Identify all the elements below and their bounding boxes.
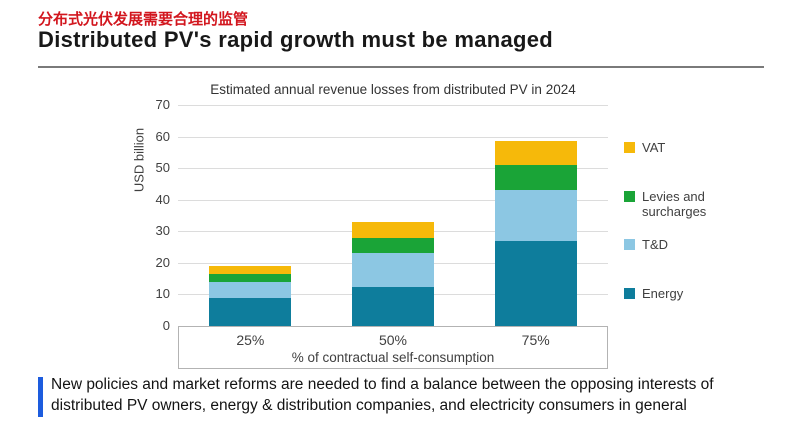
- footnote-text: New policies and market reforms are need…: [51, 376, 714, 414]
- legend-marker-icon: [624, 239, 635, 250]
- bar-segment-energy: [495, 240, 578, 326]
- y-tick-70: 70: [155, 97, 170, 112]
- y-tick-60: 60: [155, 128, 170, 144]
- legend-item-t-d: T&D: [624, 237, 668, 252]
- legend-marker-icon: [624, 288, 635, 299]
- title-divider: [38, 66, 764, 68]
- category-labels: 25% 50% 75%: [179, 327, 607, 348]
- category-label-25%: 25%: [236, 332, 265, 348]
- x-axis-title: % of contractual self-consumption: [291, 350, 495, 365]
- chart-title: Estimated annual revenue losses from dis…: [210, 82, 576, 97]
- bar-segment-levies-and-surcharges: [208, 273, 291, 282]
- bar-25%: [208, 266, 291, 326]
- legend-item-vat: VAT: [624, 140, 665, 155]
- bar-segment-vat: [352, 221, 434, 238]
- bar-segment-t-d: [352, 253, 434, 287]
- bar-75%: [495, 141, 578, 326]
- y-tick-20: 20: [155, 254, 170, 270]
- y-tick-40: 40: [155, 191, 170, 207]
- y-tick-0: 0: [162, 318, 170, 333]
- bar-segment-t-d: [495, 190, 578, 241]
- chinese-title: 分布式光伏发展需要合理的监管: [38, 11, 249, 28]
- bar-50%: [352, 221, 434, 326]
- legend-label: VAT: [642, 140, 666, 155]
- category-label-50%: 50%: [378, 332, 408, 348]
- footnote-accent-bar: [38, 377, 43, 417]
- bar-segment-vat: [208, 266, 291, 274]
- gridline-60: [178, 136, 608, 138]
- bar-segment-energy: [352, 286, 434, 326]
- legend-marker-icon: [624, 142, 635, 153]
- plot-area: [178, 105, 608, 326]
- bar-segment-vat: [495, 141, 578, 166]
- page-title: Distributed PV's rapid growth must be ma…: [38, 27, 554, 52]
- legend-marker-icon: [624, 191, 635, 202]
- x-axis-box: 25% 50% 75% % of contractual self-consumpt…: [178, 326, 608, 369]
- gridline-70: [178, 105, 608, 106]
- legend-item-energy: Energy: [624, 286, 683, 301]
- bar-segment-levies-and-surcharges: [495, 165, 578, 191]
- legend-label: Levies and surcharges: [642, 189, 707, 219]
- legend-label: Energy: [642, 286, 684, 301]
- legend-item-levies-and-surcharges: Levies and surcharges: [624, 189, 756, 219]
- y-tick-30: 30: [155, 223, 170, 239]
- gridline-40: [178, 199, 608, 201]
- bar-segment-energy: [208, 297, 291, 326]
- gridline-50: [178, 168, 608, 170]
- bar-segment-t-d: [208, 281, 291, 298]
- legend-label: T&D: [642, 237, 668, 252]
- y-axis-ticks: 0 10 20 30 40 50 60 70: [130, 97, 170, 333]
- y-tick-50: 50: [155, 160, 170, 176]
- bar-segment-levies-and-surcharges: [352, 237, 434, 254]
- y-tick-10: 10: [155, 286, 170, 302]
- category-label-75%: 75%: [521, 332, 550, 348]
